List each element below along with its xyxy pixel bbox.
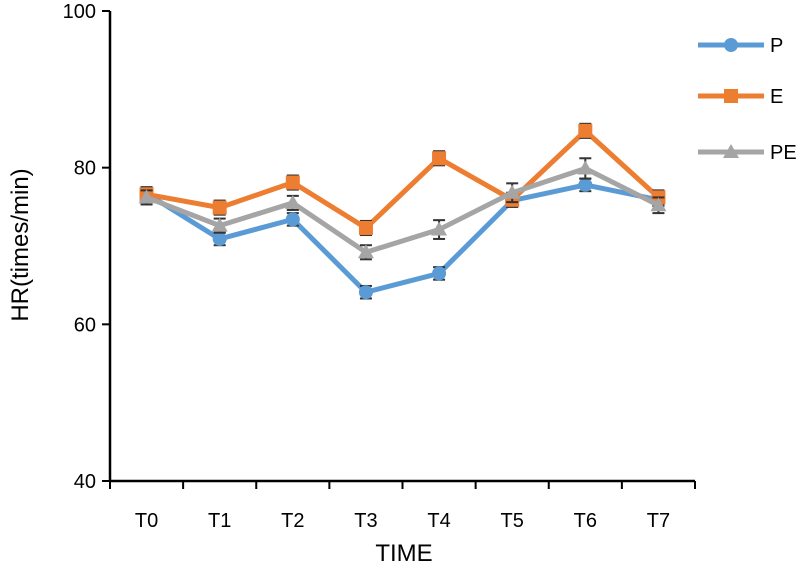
series-layer	[138, 122, 667, 300]
y-tick-label: 60	[74, 314, 96, 336]
y-axis-title: HR(times/min)	[7, 168, 34, 321]
legend-item-p: P	[698, 35, 783, 57]
y-tick-label: 100	[63, 1, 96, 23]
data-point-e	[212, 200, 227, 215]
x-tick-label: T7	[647, 510, 670, 532]
data-point-pe	[138, 189, 155, 204]
y-ticks: 40 60 80 100	[63, 1, 110, 493]
x-tick-label: T3	[354, 510, 377, 532]
data-point-e	[432, 151, 447, 166]
data-point-p	[358, 285, 373, 300]
data-point-pe	[357, 244, 374, 259]
legend-item-pe: PE	[698, 142, 797, 164]
legend-item-e: E	[698, 86, 783, 108]
data-point-p	[432, 266, 447, 281]
series-pe	[138, 157, 667, 261]
data-point-pe	[650, 197, 667, 212]
x-tick-label: T5	[501, 510, 524, 532]
x-tick-label: T6	[574, 510, 597, 532]
series-line-p	[145, 182, 659, 295]
x-ticks: T0 T1 T2 T3 T4 T5 T6 T7	[109, 481, 696, 532]
y-tick-label: 40	[74, 471, 96, 493]
data-point-e	[578, 123, 593, 138]
data-point-pe	[577, 160, 594, 175]
series-line-e	[146, 128, 661, 231]
x-tick-label: T2	[281, 510, 304, 532]
x-tick-label: T1	[208, 510, 231, 532]
axes	[108, 11, 695, 483]
x-axis-title: TIME	[375, 540, 432, 567]
data-point-pe	[211, 217, 228, 232]
x-tick-label: T4	[427, 510, 450, 532]
legend-label: PE	[770, 142, 797, 164]
data-point-e	[358, 220, 373, 235]
data-point-pe	[431, 221, 448, 236]
legend-label: E	[770, 86, 783, 108]
data-point-p	[578, 177, 593, 192]
data-point-pe	[504, 184, 521, 199]
y-tick-label: 80	[74, 158, 96, 180]
legend-marker	[724, 89, 738, 103]
x-tick-label: T0	[135, 510, 158, 532]
data-point-p	[285, 212, 300, 227]
legend-label: P	[770, 35, 783, 57]
legend-marker	[724, 38, 738, 52]
data-point-e	[285, 175, 300, 190]
legend-marker	[723, 144, 739, 158]
data-point-pe	[284, 194, 301, 209]
data-point-p	[212, 231, 227, 246]
series-line-pe	[145, 165, 660, 255]
